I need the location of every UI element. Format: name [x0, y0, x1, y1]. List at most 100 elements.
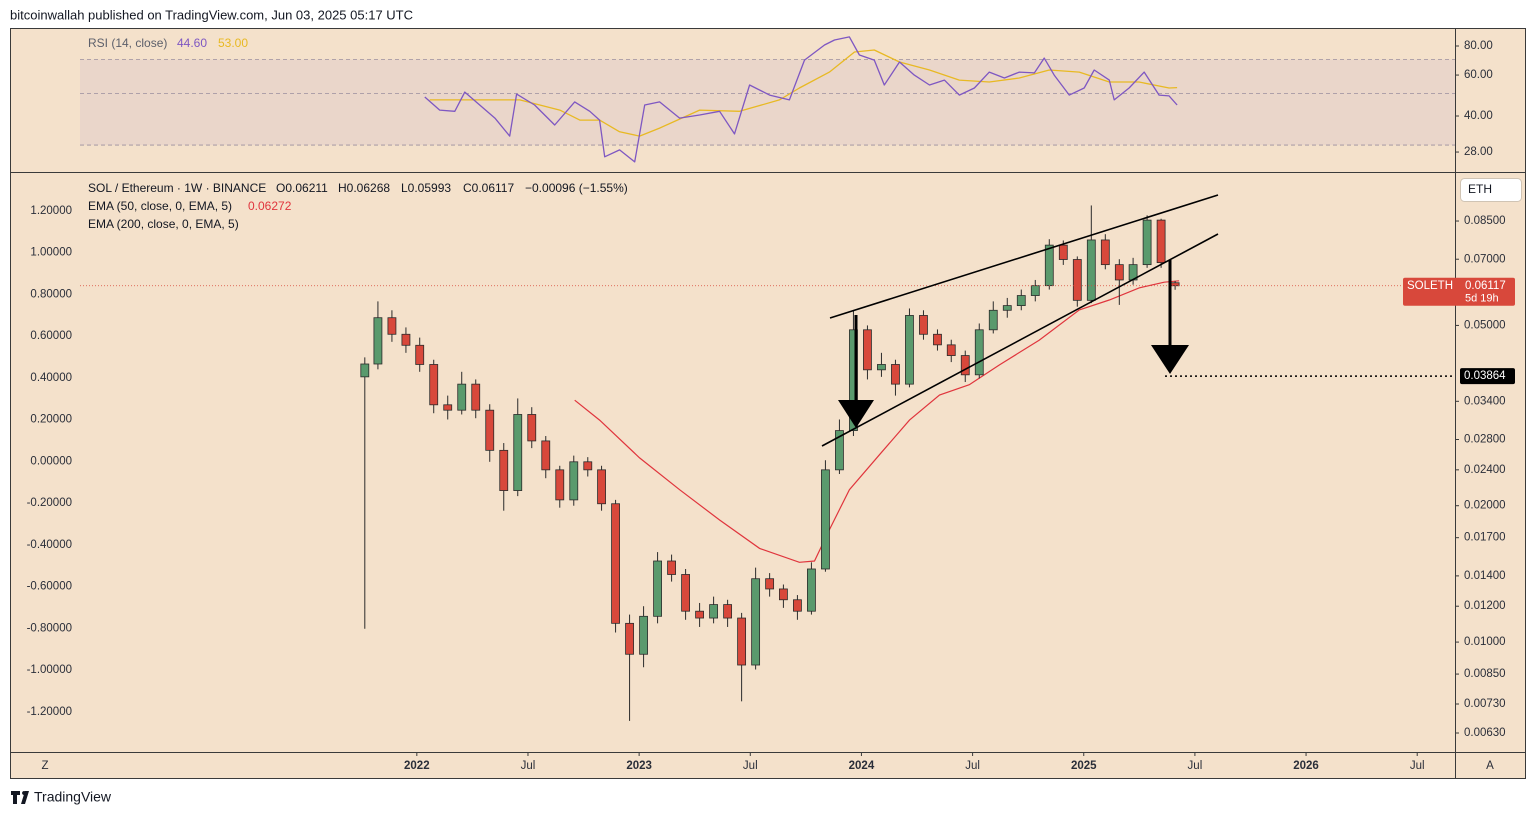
- candle-body: [401, 333, 411, 346]
- candle-body: [709, 604, 719, 619]
- symbol-legend: SOL / Ethereum · 1W · BINANCE: [88, 181, 266, 195]
- x-tick-label: 2022: [404, 760, 430, 772]
- candle-body: [988, 309, 998, 331]
- candle-body: [821, 469, 830, 570]
- x-tick-label: 2026: [1293, 760, 1319, 772]
- y-tick-label: 0.05000: [1464, 319, 1506, 331]
- left-tick-label: 0.40000: [30, 372, 72, 384]
- candle-body: [639, 615, 648, 655]
- left-tick-label: 0.20000: [30, 414, 72, 426]
- ticker-label: SOLETH: [1407, 280, 1453, 292]
- left-tick-label: 0.60000: [30, 330, 72, 342]
- publish-header: bitcoinwallah published on TradingView.c…: [10, 7, 413, 22]
- x-tick-label: 2025: [1071, 760, 1097, 772]
- candle-body: [695, 610, 704, 619]
- candle-body: [597, 469, 606, 505]
- candle-body: [499, 449, 509, 491]
- candle-body: [793, 599, 802, 612]
- target-label: 0.03864: [1464, 370, 1506, 382]
- left-tick-label: 1.00000: [30, 247, 72, 259]
- candle-body: [1002, 305, 1012, 311]
- rsi-line: [429, 49, 1178, 137]
- left-tick-label: -0.40000: [27, 539, 72, 551]
- y-tick-label: 0.01200: [1464, 600, 1506, 612]
- candle-body: [1156, 219, 1166, 264]
- currency-button[interactable]: [1460, 178, 1522, 202]
- candle-body: [555, 469, 565, 501]
- candle-body: [457, 383, 467, 411]
- candle-body: [415, 344, 425, 365]
- candle-body: [765, 578, 775, 590]
- x-tick-label: Jul: [1188, 760, 1203, 772]
- candle-body: [373, 317, 383, 365]
- candle-body: [527, 414, 537, 442]
- candle-body: [1016, 295, 1026, 307]
- y-tick-label: 0.01700: [1464, 532, 1506, 544]
- last-price-label: 0.06117: [1465, 280, 1506, 292]
- countdown-label: 5d 19h: [1465, 293, 1499, 305]
- x-tick-label: Jul: [743, 760, 758, 772]
- y-tick-label: 60.00: [1464, 69, 1493, 81]
- candle-body: [471, 383, 481, 411]
- ema-line: [574, 280, 1180, 563]
- zoom-button[interactable]: Z: [41, 760, 48, 772]
- ohlc-change: −0.00096 (−1.55%): [525, 181, 628, 195]
- left-tick-label: -0.80000: [27, 622, 72, 634]
- y-tick-label: 0.02400: [1464, 464, 1506, 476]
- candle-body: [1072, 259, 1082, 301]
- candle-body: [1142, 219, 1152, 266]
- x-tick-label: Jul: [521, 760, 536, 772]
- x-tick-label: Jul: [1410, 760, 1425, 772]
- left-tick-label: -0.20000: [27, 497, 72, 509]
- candle-body: [1058, 244, 1068, 260]
- candle-body: [1086, 239, 1096, 301]
- candle-body: [387, 317, 397, 335]
- candle-body: [443, 404, 453, 411]
- candle-body: [1114, 264, 1124, 281]
- candle-body: [779, 588, 788, 601]
- candle-body: [751, 578, 761, 666]
- last-price-box: [1403, 277, 1515, 306]
- candle-body: [583, 461, 593, 471]
- candle-body: [429, 364, 439, 406]
- candle-body: [360, 363, 370, 378]
- candle-body: [723, 604, 733, 619]
- candle-body: [946, 344, 956, 356]
- target-box: [1460, 368, 1515, 385]
- y-tick-label: 0.00850: [1464, 668, 1506, 680]
- candle-body: [737, 617, 747, 666]
- currency-label: ETH: [1468, 182, 1492, 196]
- ohlc-low: L0.05993: [401, 181, 451, 195]
- candle-body: [611, 503, 620, 624]
- logo-mark: [11, 791, 29, 804]
- y-tick-label: 0.00730: [1464, 698, 1506, 710]
- candle-body: [1044, 244, 1054, 287]
- candle-body: [905, 315, 914, 385]
- chart-frame: [10, 28, 1526, 779]
- x-tick-label: 2023: [626, 760, 652, 772]
- candle-body: [1030, 285, 1040, 296]
- candle-body: [681, 574, 690, 612]
- x-tick-label: Jul: [965, 760, 980, 772]
- left-tick-label: -1.00000: [27, 664, 72, 676]
- footer-brand: TradingView: [34, 789, 112, 805]
- rsi-legend-title: RSI (14, close): [88, 36, 167, 50]
- rsi-band: [80, 59, 1455, 146]
- candle-body: [974, 329, 984, 376]
- y-tick-label: 0.02800: [1464, 434, 1506, 446]
- arrow-head: [1151, 345, 1189, 374]
- left-tick-label: -0.60000: [27, 581, 72, 593]
- left-tick-label: 1.20000: [30, 205, 72, 217]
- auto-scale-button[interactable]: A: [1486, 760, 1494, 772]
- y-tick-label: 0.07000: [1464, 253, 1506, 265]
- plot-layer: 80.00 60.00 40.00 28.00 0.08500 0.07000 0.0500…: [27, 36, 1515, 772]
- ohlc-high: H0.06268: [338, 181, 390, 195]
- drawings: [821, 194, 1219, 447]
- candle-body: [960, 355, 970, 376]
- candle-body: [863, 329, 872, 371]
- candle-body: [807, 568, 816, 612]
- y-tick-label: 0.01000: [1464, 636, 1506, 648]
- left-tick-label: 0.80000: [30, 288, 72, 300]
- candle-body: [485, 409, 495, 451]
